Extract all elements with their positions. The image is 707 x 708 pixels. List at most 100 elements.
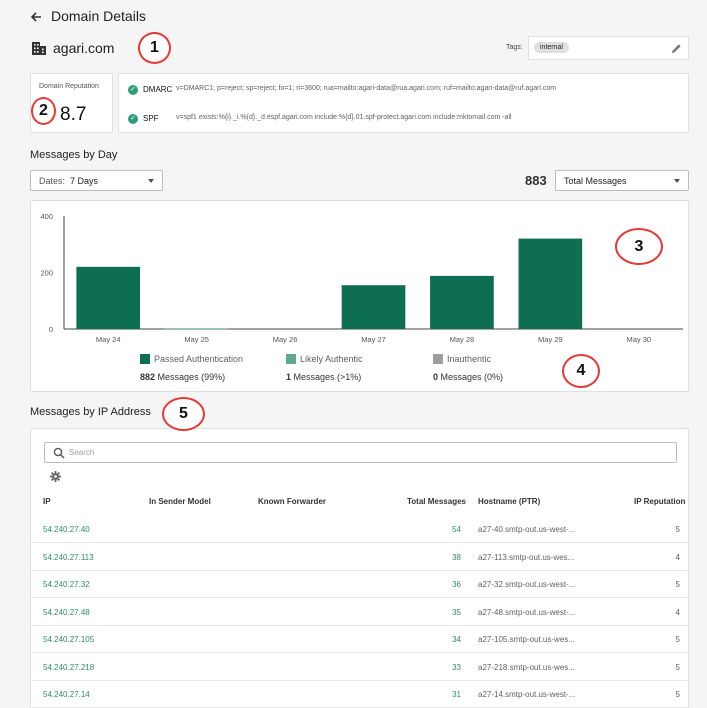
table-row[interactable]: 54.240.27.105 34 a27-105.smtp-out.us-wes..… (31, 626, 689, 653)
table-row[interactable]: 54.240.27.113 38 a27-113.smtp-out.us-wes..… (31, 544, 689, 571)
ip-cell[interactable]: 54.240.27.218 (43, 662, 95, 672)
ip-reputation-cell: 5 (675, 690, 680, 699)
spf-label: SPF (143, 114, 159, 123)
ip-reputation-cell: 5 (675, 635, 680, 644)
total-messages-cell[interactable]: 33 (452, 662, 461, 672)
hostname-cell: a27-105.smtp-out.us-wes... (478, 635, 575, 644)
reputation-value: 8.7 (60, 104, 87, 125)
dmarc-value: v=DMARC1; p=reject; sp=reject; fo=1; ri=… (176, 85, 557, 92)
dates-label: Dates: (39, 175, 66, 186)
legend-name-passed: Passed Authentication (154, 354, 244, 364)
table-row[interactable]: 54.240.27.14 31 a27-14.smtp-out.us-west-..… (31, 681, 689, 708)
ip-cell[interactable]: 54.240.27.32 (43, 580, 90, 589)
bar (430, 275, 494, 329)
legend-count-passed: 882 Messages (99%) (140, 372, 226, 382)
x-tick-label: May 28 (450, 335, 475, 344)
records-card: ✓ DMARC v=DMARC1; p=reject; sp=reject; f… (118, 73, 689, 133)
x-tick-label: May 25 (184, 335, 209, 344)
metric-value: Total Messages (564, 175, 627, 186)
search-input[interactable]: Search (44, 442, 677, 463)
legend-swatch-passed (140, 354, 150, 364)
ip-reputation-cell: 4 (675, 552, 680, 562)
search-placeholder: Search (69, 448, 95, 457)
bar (518, 238, 583, 329)
dates-select[interactable]: Dates: 7 Days (30, 170, 163, 191)
hostname-cell: a27-48.smtp-out.us-west-... (478, 607, 576, 617)
chevron-down-icon (674, 178, 680, 183)
dates-value: 7 Days (70, 175, 99, 186)
y-tick-label: 200 (40, 269, 53, 278)
tags-field[interactable]: internal (528, 36, 689, 60)
page-title: Domain Details (51, 8, 146, 24)
callout-1: 1 (138, 32, 171, 64)
spf-value: v=spf1 exists:%{i}._i.%{d}._d.espf.agari… (176, 114, 512, 121)
ip-section-title: Messages by IP Address (30, 406, 151, 418)
column-header-in-sender-model[interactable]: In Sender Model (149, 497, 211, 506)
tags-label: Tags: (506, 44, 523, 51)
callout-3: 3 (615, 228, 663, 265)
bar-chart: 0 200 400 May 24 May 25 May 26 May 27 May 28 May… (40, 212, 683, 344)
bar (341, 285, 406, 329)
total-messages-cell[interactable]: 31 (452, 690, 461, 699)
table-row[interactable]: 54.240.27.40 54 a27-40.smtp-out.us-west-..… (31, 516, 689, 543)
callout-4: 4 (562, 354, 600, 388)
legend-name-likely: Likely Authentic (300, 354, 363, 364)
table-row[interactable]: 54.240.27.32 36 a27-32.smtp-out.us-west-..… (31, 571, 689, 598)
column-header-ip[interactable]: IP (43, 497, 51, 506)
legend-count-likely: 1 Messages (>1%) (286, 372, 362, 382)
domain-name: agari.com (53, 40, 115, 56)
x-tick-label: May 24 (96, 335, 121, 344)
x-tick-label: May 26 (273, 335, 298, 344)
hostname-cell: a27-40.smtp-out.us-west-... (478, 525, 576, 534)
y-tick-label: 400 (40, 212, 53, 221)
ip-cell[interactable]: 54.240.27.48 (43, 607, 90, 617)
ip-cell[interactable]: 54.240.27.14 (43, 690, 90, 699)
column-header-total-messages[interactable]: Total Messages (407, 497, 466, 506)
messages-by-day-title: Messages by Day (30, 149, 118, 161)
ip-cell[interactable]: 54.240.27.113 (43, 552, 94, 562)
y-tick-label: 0 (49, 325, 53, 334)
x-tick-label: May 30 (626, 335, 651, 344)
gear-icon[interactable] (50, 471, 61, 482)
table-row[interactable]: 54.240.27.218 33 a27-218.smtp-out.us-wes..… (31, 654, 689, 681)
ip-reputation-cell: 5 (675, 525, 680, 534)
total-messages-cell[interactable]: 38 (452, 552, 461, 562)
callout-2: 2 (31, 97, 56, 125)
callout-5: 5 (162, 397, 205, 431)
total-messages-cell[interactable]: 54 (452, 525, 461, 534)
hostname-cell: a27-32.smtp-out.us-west-... (478, 580, 576, 589)
total-messages-cell[interactable]: 35 (452, 607, 461, 617)
building-icon (31, 40, 47, 56)
bar (76, 266, 141, 329)
ip-table-card: Search (30, 428, 689, 708)
chevron-down-icon (148, 178, 154, 183)
table-row[interactable]: 54.240.27.48 35 a27-48.smtp-out.us-west-..… (31, 599, 689, 626)
column-header-known-forwarder[interactable]: Known Forwarder (258, 497, 327, 506)
column-header-hostname[interactable]: Hostname (PTR) (478, 497, 541, 506)
reputation-label: Domain Reputation (39, 83, 99, 90)
x-tick-label: May 27 (361, 335, 386, 344)
ip-cell[interactable]: 54.240.27.105 (43, 635, 95, 644)
total-messages-cell[interactable]: 36 (452, 580, 461, 589)
ip-reputation-cell: 5 (675, 662, 680, 672)
pencil-icon[interactable] (671, 43, 682, 54)
total-count: 883 (525, 173, 547, 188)
x-tick-label: May 29 (538, 335, 563, 344)
ip-reputation-cell: 4 (675, 607, 680, 617)
bar (164, 328, 229, 330)
tag-chip[interactable]: internal (534, 42, 569, 53)
dmarc-label: DMARC (143, 85, 173, 94)
metric-select[interactable]: Total Messages (555, 170, 689, 191)
check-circle-icon: ✓ (128, 114, 138, 124)
total-messages-cell[interactable]: 34 (452, 635, 461, 644)
legend-swatch-inauthentic (433, 354, 443, 364)
hostname-cell: a27-113.smtp-out.us-wes... (478, 552, 575, 562)
hostname-cell: a27-218.smtp-out.us-wes... (478, 662, 575, 672)
arrow-left-icon (30, 12, 41, 22)
hostname-cell: a27-14.smtp-out.us-west-... (478, 690, 576, 699)
search-icon (53, 447, 65, 459)
ip-reputation-cell: 5 (675, 580, 680, 589)
ip-cell[interactable]: 54.240.27.40 (43, 525, 90, 534)
back-button[interactable] (28, 9, 44, 25)
column-header-ip-reputation[interactable]: IP Reputation (634, 497, 686, 506)
